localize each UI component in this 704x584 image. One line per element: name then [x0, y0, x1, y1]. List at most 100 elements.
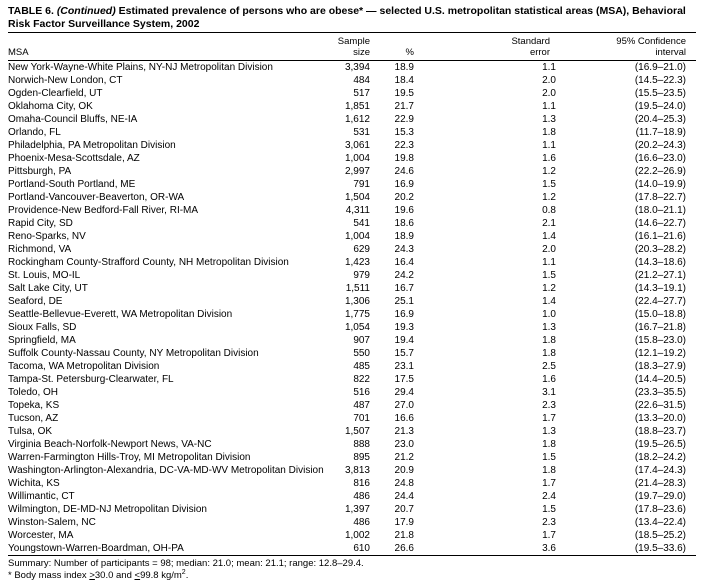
percent-cell: 23.1: [394, 361, 414, 372]
footnote-line: * Body mass index >30.0 and <99.8 kg/m2.: [8, 568, 189, 581]
table-row: Providence-New Bedford-Fall River, RI-MA…: [8, 204, 696, 217]
msa-cell: Portland-Vancouver-Beaverton, OR-WA: [8, 192, 185, 203]
percent-cell: 18.9: [394, 231, 414, 242]
standard-error-cell: 1.1: [542, 101, 556, 112]
gte-symbol: >: [89, 570, 95, 581]
confidence-interval-cell: (15.5–23.5): [634, 88, 686, 99]
superscript-2: 2: [181, 568, 186, 576]
confidence-interval-cell: (14.4–20.5): [634, 374, 686, 385]
confidence-interval-cell: (11.7–18.9): [635, 127, 686, 138]
percent-cell: 18.9: [394, 62, 414, 73]
confidence-interval-cell: (20.3–28.2): [634, 244, 686, 255]
sample-size-cell: 610: [330, 542, 370, 556]
standard-error-cell: 1.7: [542, 413, 556, 424]
sample-size-cell: 1,306: [344, 296, 370, 307]
confidence-interval-cell: (12.1–19.2): [634, 348, 686, 359]
standard-error-cell: 1.8: [542, 335, 556, 346]
col-header-percent: %: [370, 33, 414, 61]
lte-symbol: <: [134, 570, 141, 581]
percent-cell: 24.4: [394, 491, 414, 502]
footnote-text: * Body mass index: [8, 570, 90, 581]
sample-size-cell: 1,775: [344, 309, 370, 320]
prevalence-table: MSA Sample size % Standard error 95% Confi…: [8, 33, 696, 556]
standard-error-cell: 1.5: [542, 179, 556, 190]
sample-size-cell: 2,997: [344, 166, 370, 177]
confidence-interval-cell: (14.6–22.7): [634, 218, 686, 229]
table-row: Warren-Farmington Hills-Troy, MI Metropo…: [8, 451, 696, 464]
standard-error-cell: 1.2: [542, 166, 556, 177]
confidence-interval-cell: (18.2–24.2): [634, 452, 686, 463]
confidence-interval-cell: (18.8–23.7): [634, 426, 686, 437]
table-row: Portland-South Portland, ME 791 16.9 1.5…: [8, 178, 696, 191]
msa-cell: Willimantic, CT: [8, 491, 75, 502]
standard-error-cell: 2.5: [542, 361, 556, 372]
table-row: Winston-Salem, NC 486 17.9 2.3 (13.4–22.…: [8, 516, 696, 529]
msa-cell: Norwich-New London, CT: [8, 75, 123, 86]
confidence-interval-cell: (16.1–21.6): [634, 231, 686, 242]
percent-cell: 22.9: [394, 114, 414, 125]
percent-cell: 16.6: [394, 413, 414, 424]
table-row: Orlando, FL 531 15.3 1.8 (11.7–18.9): [8, 126, 696, 139]
standard-error-cell: 1.3: [542, 426, 556, 437]
col-header-sample-size: Sample size: [330, 33, 370, 61]
sample-size-cell: 3,813: [344, 465, 370, 476]
msa-cell: Salt Lake City, UT: [8, 283, 88, 294]
percent-cell: 23.0: [394, 439, 414, 450]
confidence-interval-cell: (15.0–18.8): [634, 309, 686, 320]
confidence-interval-cell: (13.4–22.4): [634, 517, 686, 528]
standard-error-cell: 1.7: [542, 530, 556, 541]
msa-cell: Oklahoma City, OK: [8, 101, 93, 112]
sample-size-cell: 1,004: [344, 231, 370, 242]
sample-size-cell: 1,423: [344, 257, 370, 268]
msa-cell: Wilmington, DE-MD-NJ Metropolitan Divisi…: [8, 504, 207, 515]
table-row: Omaha-Council Bluffs, NE-IA 1,612 22.9 1…: [8, 113, 696, 126]
confidence-interval-cell: (19.7–29.0): [634, 491, 686, 502]
standard-error-cell: 1.5: [542, 504, 556, 515]
msa-cell: Omaha-Council Bluffs, NE-IA: [8, 114, 138, 125]
table-header: MSA Sample size % Standard error 95% Confi…: [8, 33, 696, 61]
sample-size-cell: 517: [353, 88, 370, 99]
standard-error-cell: 2.0: [542, 75, 556, 86]
msa-cell: Wichita, KS: [8, 478, 60, 489]
table-body: New York-Wayne-White Plains, NY-NJ Metro…: [8, 61, 696, 556]
confidence-interval-cell: (20.4–25.3): [634, 114, 686, 125]
msa-cell: Winston-Salem, NC: [8, 517, 96, 528]
percent-cell: 21.8: [394, 530, 414, 541]
confidence-interval-cell: (20.2–24.3): [634, 140, 686, 151]
table-title-label: TABLE 6.: [8, 5, 57, 17]
standard-error-cell: 1.6: [542, 374, 556, 385]
msa-cell: Warren-Farmington Hills-Troy, MI Metropo…: [8, 452, 251, 463]
percent-cell: 18.4: [394, 75, 414, 86]
table-row: Seattle-Bellevue-Everett, WA Metropolita…: [8, 308, 696, 321]
table-row: Wilmington, DE-MD-NJ Metropolitan Divisi…: [8, 503, 696, 516]
percent-cell: 24.8: [394, 478, 414, 489]
percent-cell: 16.7: [394, 283, 414, 294]
table-row: Toledo, OH 516 29.4 3.1 (23.3–35.5): [8, 386, 696, 399]
percent-cell: 20.9: [394, 465, 414, 476]
standard-error-cell: 1.4: [542, 231, 556, 242]
table-row: Tucson, AZ 701 16.6 1.7 (13.3–20.0): [8, 412, 696, 425]
confidence-interval-cell: (14.5–22.3): [634, 75, 686, 86]
percent-cell: 17.5: [394, 374, 414, 385]
sample-size-cell: 895: [353, 452, 370, 463]
confidence-interval-cell: (16.9–21.0): [634, 62, 686, 73]
msa-cell: Portland-South Portland, ME: [8, 179, 136, 190]
sample-size-cell: 629: [353, 244, 370, 255]
standard-error-cell: 1.3: [542, 114, 556, 125]
col-header-standard-error: Standard error: [414, 33, 556, 61]
table-row: Richmond, VA 629 24.3 2.0 (20.3–28.2): [8, 243, 696, 256]
msa-cell: St. Louis, MO-IL: [8, 270, 81, 281]
table-row: St. Louis, MO-IL 979 24.2 1.5 (21.2–27.1…: [8, 269, 696, 282]
percent-cell: 16.9: [394, 179, 414, 190]
standard-error-cell: 2.3: [542, 517, 556, 528]
percent-cell: 17.9: [394, 517, 414, 528]
msa-cell: Phoenix-Mesa-Scottsdale, AZ: [8, 153, 140, 164]
msa-cell: Orlando, FL: [8, 127, 61, 138]
standard-error-cell: 1.6: [542, 153, 556, 164]
percent-cell: 27.0: [394, 400, 414, 411]
standard-error-cell: 1.1: [542, 140, 556, 151]
sample-size-cell: 484: [353, 75, 370, 86]
standard-error-cell: 2.1: [542, 218, 556, 229]
sample-size-cell: 486: [353, 517, 370, 528]
